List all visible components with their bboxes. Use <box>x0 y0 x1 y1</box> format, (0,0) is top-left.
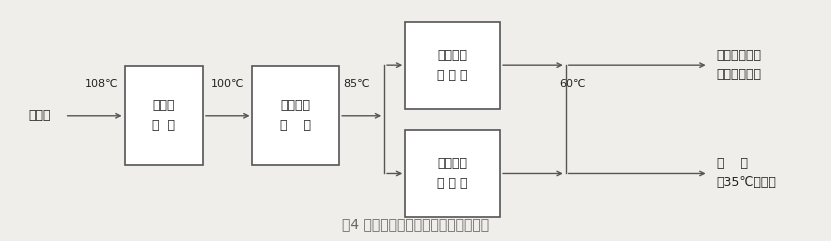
Bar <box>253 66 339 165</box>
Text: 洗    浴
（35℃排放）: 洗 浴 （35℃排放） <box>717 157 777 189</box>
Bar <box>406 22 500 109</box>
Text: 干燥器
热  源: 干燥器 热 源 <box>152 99 175 132</box>
Text: 洗毛槽水
温 升 高: 洗毛槽水 温 升 高 <box>437 157 468 190</box>
Text: 图4 地热综合利用热能梯级分配示意图: 图4 地热综合利用热能梯级分配示意图 <box>342 217 489 231</box>
Text: 温室大棚
供    暖: 温室大棚 供 暖 <box>280 99 312 132</box>
Text: 85℃: 85℃ <box>342 79 370 89</box>
Text: 地热水: 地热水 <box>29 109 52 122</box>
Bar <box>125 66 203 165</box>
Text: 60℃: 60℃ <box>559 79 586 89</box>
Text: 108℃: 108℃ <box>85 79 119 89</box>
Bar <box>406 130 500 217</box>
Text: 100℃: 100℃ <box>210 79 244 89</box>
Text: 地热养殖鱼池
（需对凉水）: 地热养殖鱼池 （需对凉水） <box>717 49 762 81</box>
Text: 宿舍办公
室 采 暖: 宿舍办公 室 采 暖 <box>437 49 468 82</box>
